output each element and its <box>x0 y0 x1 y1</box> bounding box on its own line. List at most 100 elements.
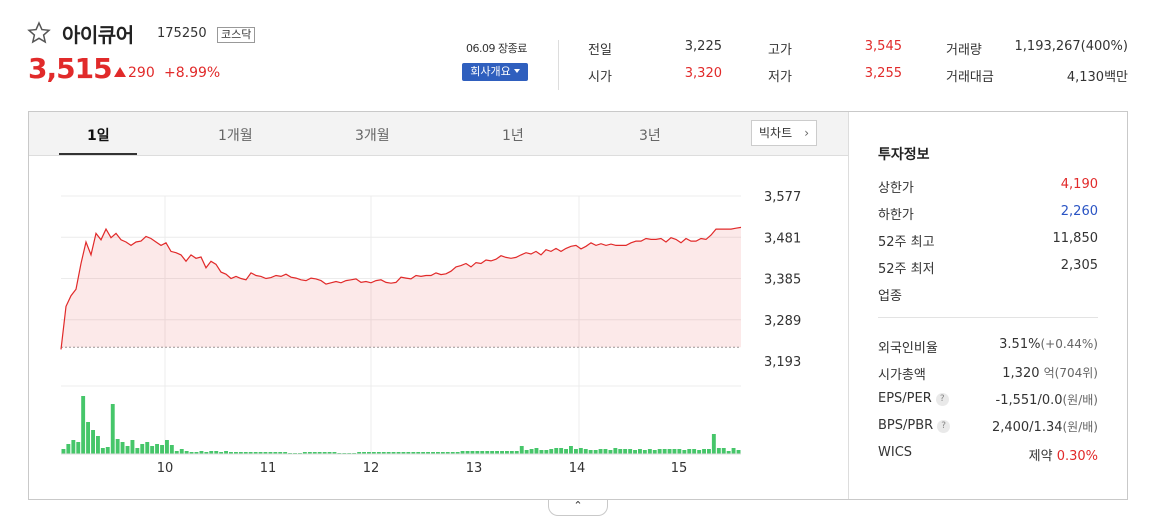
volume-bar <box>657 449 662 454</box>
bps-value: 2,400/1.34 <box>991 420 1063 435</box>
volume-bar <box>367 452 371 454</box>
volume-bar <box>110 404 115 454</box>
marketcap-value: 1,320 <box>1002 366 1040 381</box>
volume-bar <box>243 452 248 454</box>
volume-bar <box>613 448 618 454</box>
volume-bar <box>307 452 312 454</box>
active-tab-indicator <box>59 153 137 155</box>
volume-bar <box>71 440 76 454</box>
change-rate: +8.99% <box>164 65 221 81</box>
volume-bar <box>362 452 366 454</box>
tab-1day[interactable]: 1일 <box>87 128 110 144</box>
collapse-toggle[interactable]: ⌃ <box>548 500 608 516</box>
volume-bar <box>485 451 490 454</box>
favorite-star-icon[interactable] <box>27 21 51 45</box>
volume-bar <box>677 449 682 454</box>
volume-bar <box>376 452 381 454</box>
volume-bar <box>578 448 583 454</box>
high52-label: 52주 최고 <box>878 235 935 250</box>
y-tick-label: 3,289 <box>764 314 801 329</box>
volume-bar <box>564 449 568 454</box>
help-icon[interactable]: ? <box>935 393 949 406</box>
tab-1year[interactable]: 1년 <box>502 128 524 144</box>
bps-label: BPS/PBR <box>878 418 934 433</box>
company-info-button[interactable]: 회사개요 <box>462 63 528 81</box>
volume-bar <box>322 452 327 454</box>
price-change: 290 <box>114 65 155 81</box>
volume-bar <box>603 449 608 454</box>
amount-value: 4,130백만 <box>1066 70 1128 85</box>
volume-bar <box>130 440 135 454</box>
eps-value: -1,551/0.0 <box>995 393 1063 408</box>
volume-bar <box>312 452 317 454</box>
volume-bar <box>450 452 455 454</box>
volume-bar <box>406 452 411 454</box>
volume-bar <box>667 449 672 454</box>
volume-bar <box>662 449 667 454</box>
volume-bar <box>559 448 564 454</box>
volume-bar <box>401 452 406 454</box>
volume-bar <box>583 449 588 454</box>
volume-bar <box>174 451 179 454</box>
company-info-label: 회사개요 <box>470 65 511 78</box>
chevron-up-icon: ⌃ <box>573 499 583 512</box>
volume-bar <box>702 449 706 454</box>
volume-bar <box>716 448 721 454</box>
volume-bar <box>140 444 145 454</box>
volume-bar <box>647 449 652 454</box>
volume-bar <box>371 452 376 454</box>
volume-bar <box>229 452 233 454</box>
volume-bar <box>100 448 105 454</box>
volume-bar <box>165 440 169 454</box>
volume-bar <box>96 436 100 454</box>
volume-bar <box>199 451 204 454</box>
volume-bar <box>273 452 278 454</box>
tab-1month[interactable]: 1개월 <box>218 128 253 144</box>
volume-bar <box>357 452 362 454</box>
wics-value[interactable]: 제약 <box>1028 449 1053 464</box>
help-icon[interactable]: ? <box>937 420 951 433</box>
x-tick-label: 14 <box>569 461 586 476</box>
x-tick-label: 10 <box>157 461 174 476</box>
volume-bar <box>61 449 66 454</box>
tab-3year[interactable]: 3년 <box>639 128 661 144</box>
sector-row: 업종 <box>878 285 1098 304</box>
volume-bar <box>391 452 396 454</box>
volume-bar <box>736 450 741 454</box>
price-change-value: 290 <box>128 65 155 81</box>
volume-bar <box>76 442 81 454</box>
volume-bar <box>524 450 529 454</box>
volume-bar <box>642 450 647 454</box>
volume-bar <box>687 449 692 454</box>
volume-bar <box>332 452 337 454</box>
period-tabs: 1일 1개월 3개월 1년 3년 빅차트 › <box>29 112 848 156</box>
volume-bar <box>263 452 268 454</box>
upper-limit-row: 상한가 4,190 <box>878 177 1098 196</box>
tab-3month[interactable]: 3개월 <box>355 128 390 144</box>
volume-bar <box>416 452 421 454</box>
volume-bar <box>697 450 702 454</box>
current-price: 3,515 <box>28 52 113 85</box>
bps-row: BPS/PBR? 2,400/1.34(원/배) <box>878 418 1099 435</box>
lower-limit-row: 하한가 2,260 <box>878 204 1098 223</box>
market-badge: 코스닥 <box>217 27 256 43</box>
volume-bar <box>623 449 628 454</box>
bps-unit: (원/배) <box>1062 420 1099 434</box>
volume-bar <box>574 449 578 454</box>
intraday-chart: 3,577 3,481 3,385 3,289 3,193 10 11 12 13 14 15 <box>60 190 801 476</box>
marketcap-value-group: 1,320 억(704위) <box>1002 364 1098 381</box>
high-label: 고가 <box>768 43 792 58</box>
eps-row: EPS/PER? -1,551/0.0(원/배) <box>878 391 1098 408</box>
x-tick-label: 13 <box>466 461 483 476</box>
volume-bar <box>544 450 549 454</box>
volume-bar <box>692 449 697 454</box>
volume-bar <box>436 452 440 454</box>
high52-row: 52주 최고 11,850 <box>878 231 1098 250</box>
marketcap-row: 시가총액 1,320 억(704위) <box>878 364 1098 383</box>
volume-bar <box>608 450 613 454</box>
volume-bar <box>86 422 90 454</box>
volume-bar <box>91 430 95 454</box>
y-tick-label: 3,385 <box>764 273 801 288</box>
wics-row: WICS 제약 0.30% <box>878 445 1098 464</box>
big-chart-button[interactable]: 빅차트 › <box>751 120 817 146</box>
